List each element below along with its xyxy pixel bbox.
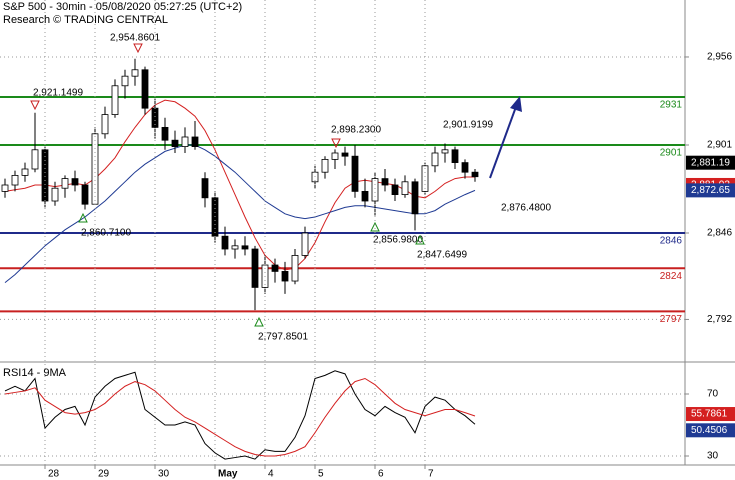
candle-body (71, 178, 79, 186)
candle-body (111, 85, 119, 115)
y-tick-label: 2,846 (707, 228, 732, 239)
candle-body (461, 162, 469, 173)
annotation: 2,954.8601 (110, 33, 160, 44)
y-tick-label: 2,792 (707, 314, 732, 325)
candle-body (11, 174, 19, 186)
candle-body (211, 197, 219, 237)
x-tick-label: May (218, 469, 238, 480)
annotation: 2,847.6499 (417, 250, 467, 261)
annotation: 2,797.8501 (258, 332, 308, 343)
swing-marker (415, 234, 425, 245)
swing-marker (331, 138, 341, 149)
candle-body (241, 245, 249, 250)
candle-body (291, 255, 299, 282)
candle-body (431, 152, 439, 167)
x-tick-label: 29 (98, 469, 110, 480)
swing-marker (30, 100, 40, 111)
rsi-line (4, 370, 476, 460)
level-label: 2824 (660, 271, 683, 282)
candle-body (281, 271, 289, 282)
candle-body (271, 264, 279, 272)
chart-title: S&P 500 - 30min - 05/08/2020 05:27:25 (U… (3, 1, 242, 13)
swing-marker (254, 316, 264, 327)
level-label: 2931 (660, 100, 683, 111)
annotation: 2,921.1499 (33, 88, 83, 99)
chart-subtitle: Research © TRADING CENTRAL (3, 14, 168, 26)
annotation: 2,856.9800 (373, 235, 423, 246)
candle-body (251, 248, 259, 288)
candle-body (441, 149, 449, 154)
candle-body (371, 178, 379, 202)
price-tag (686, 155, 735, 170)
candle-body (81, 184, 89, 205)
candle-body (321, 158, 329, 173)
candle-body (31, 149, 39, 170)
annotation: 2,860.7100 (81, 228, 131, 239)
price-tag (686, 183, 735, 198)
rsi-line (4, 377, 476, 457)
price-tag-label: 2,872.65 (691, 185, 730, 196)
arrow (489, 103, 518, 179)
x-tick-label: 7 (428, 469, 434, 480)
level-label: 2797 (660, 314, 683, 325)
annotation: 2,901.9199 (443, 120, 493, 131)
price-tag (686, 423, 735, 438)
candle-body (421, 165, 429, 192)
candle-body (101, 114, 109, 135)
candle-body (301, 232, 309, 256)
level-label: 2846 (660, 236, 683, 247)
candle-body (61, 178, 69, 189)
x-tick-label: 28 (48, 469, 60, 480)
candle-body (21, 168, 29, 176)
candle-body (401, 181, 409, 196)
annotation: 2,876.4800 (501, 203, 551, 214)
candle-body (411, 181, 419, 215)
moving-average (4, 144, 476, 284)
price-tag (686, 407, 735, 422)
candle-body (221, 235, 229, 250)
candle-body (41, 149, 49, 202)
x-tick-label: 4 (268, 469, 274, 480)
swing-marker (133, 43, 143, 54)
price-tag-label: 2,881.19 (691, 157, 730, 168)
annotation: 2,898.2300 (331, 125, 381, 136)
y-tick-label: 70 (707, 389, 719, 400)
candle-body (331, 152, 339, 160)
candle-body (191, 136, 199, 147)
price-tag-label: 50.4506 (691, 425, 728, 436)
x-tick-label: 6 (378, 469, 384, 480)
y-tick-label: 30 (707, 451, 719, 462)
arrow-head (510, 96, 522, 112)
x-tick-label: 5 (318, 469, 324, 480)
candle-body (201, 178, 209, 199)
swing-marker (370, 221, 380, 232)
candle-body (161, 126, 169, 141)
candle-body (231, 245, 239, 250)
candle-body (171, 139, 179, 147)
panel-title: RSI14 - 9MA (3, 367, 67, 379)
candle-body (51, 187, 59, 202)
candle-body (121, 75, 129, 87)
price-tag-label: 55.7861 (691, 409, 728, 420)
candle-body (341, 152, 349, 157)
swing-marker (78, 212, 88, 223)
candle-body (131, 69, 139, 77)
candle-body (391, 184, 399, 196)
y-tick-label: 2,901 (707, 140, 732, 151)
candle-body (381, 178, 389, 186)
y-tick-label: 2,956 (707, 52, 732, 63)
candle-body (1, 184, 9, 192)
candle-body (361, 191, 369, 202)
candle-body (351, 155, 359, 192)
candle-body (471, 171, 479, 178)
level-label: 2901 (660, 148, 683, 159)
x-tick-label: 30 (158, 469, 170, 480)
candle-body (451, 149, 459, 163)
candle-body (181, 136, 189, 147)
candle-body (141, 69, 149, 109)
